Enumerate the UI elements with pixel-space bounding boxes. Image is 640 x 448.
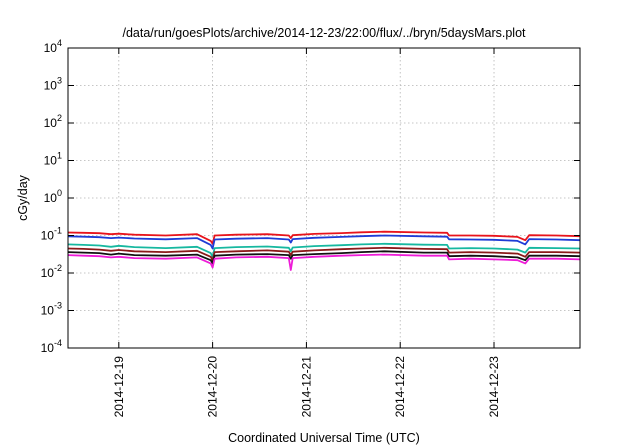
y-tick-label: 101 — [44, 151, 62, 168]
y-tick-label: 10-2 — [41, 263, 62, 280]
x-tick-label: 2014-12-20 — [206, 356, 220, 418]
grid-lines — [68, 48, 580, 348]
x-axis: 2014-12-19 2014-12-20 2014-12-21 2014-12-22… — [112, 48, 501, 417]
series-line-2 — [67, 234, 581, 250]
y-tick-label: 10-3 — [41, 301, 62, 318]
y-tick-label: 102 — [44, 113, 62, 130]
series-line-3 — [67, 242, 581, 258]
chart-title: /data/run/goesPlots/archive/2014-12-23/2… — [122, 26, 526, 40]
x-tick-label: 2014-12-23 — [487, 356, 501, 418]
x-axis-label: Coordinated Universal Time (UTC) — [228, 431, 420, 445]
y-tick-label: 10-1 — [41, 226, 62, 243]
y-tick-label: 100 — [44, 188, 62, 205]
series-line-1 — [67, 230, 581, 245]
series-line-5 — [67, 250, 581, 265]
series-line-6 — [67, 253, 581, 271]
y-tick-label: 103 — [44, 76, 62, 93]
x-tick-label: 2014-12-19 — [112, 356, 126, 418]
y-axis: 10-4 10-3 10-2 10-1 100 101 102 103 104 — [41, 38, 580, 355]
y-tick-label: 104 — [44, 38, 62, 55]
x-tick-label: 2014-12-21 — [299, 356, 313, 418]
y-axis-label: cGy/day — [16, 174, 30, 221]
series-line-4 — [67, 246, 581, 262]
x-tick-label: 2014-12-22 — [393, 356, 407, 418]
y-tick-label: 10-4 — [41, 338, 62, 355]
series-group — [67, 230, 581, 271]
